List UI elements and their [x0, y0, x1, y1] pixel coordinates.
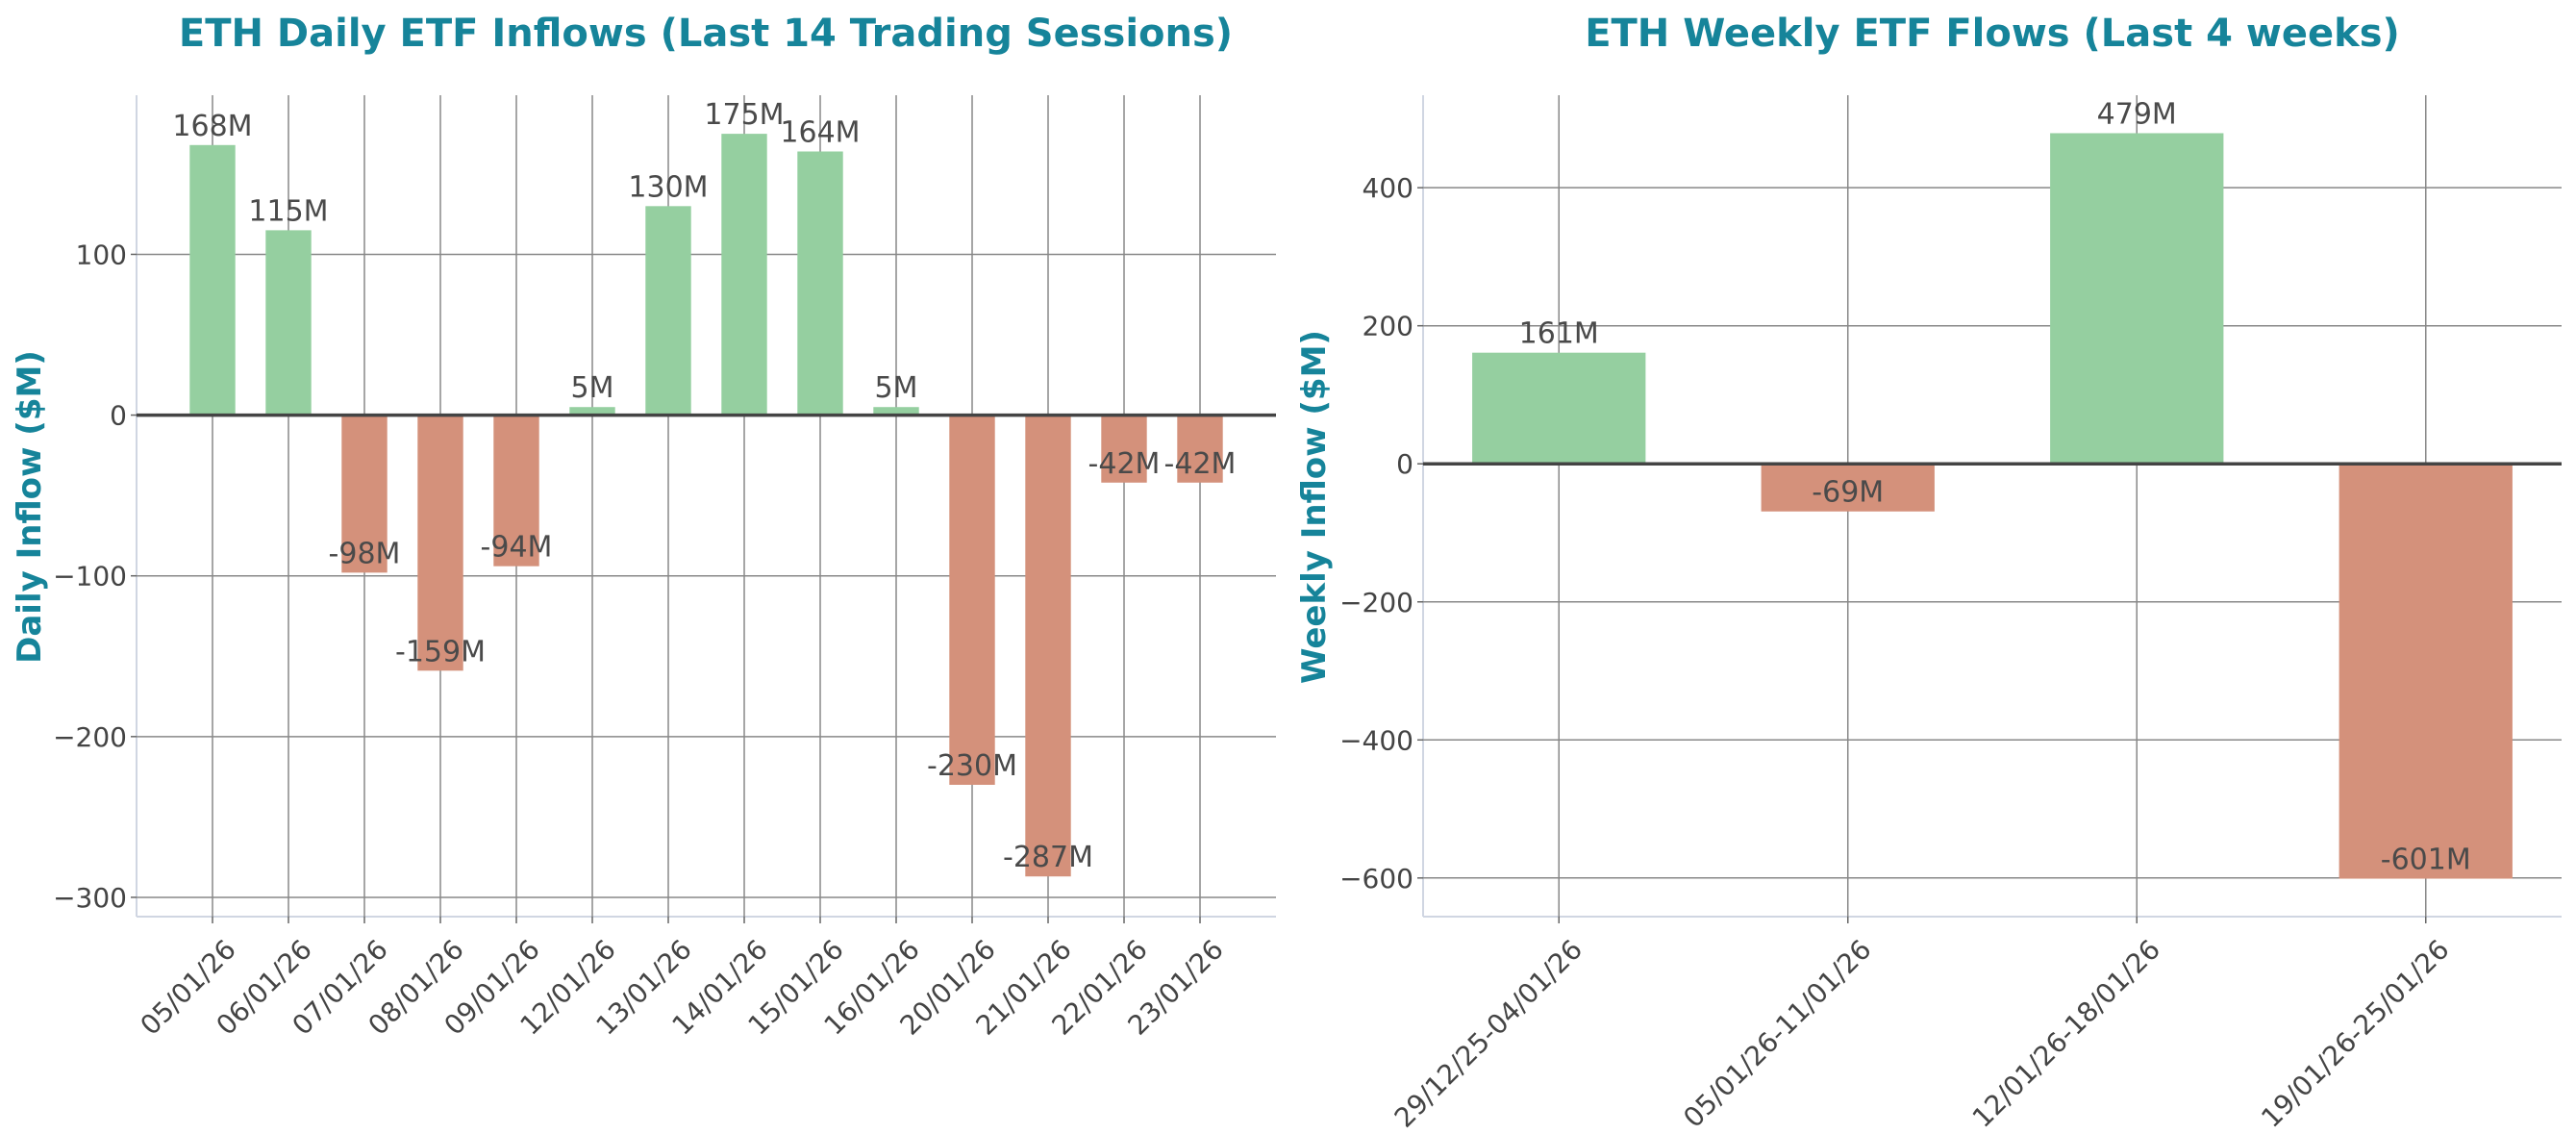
daily-y-tick-label: −300	[53, 882, 127, 914]
weekly-bar	[2050, 133, 2224, 465]
weekly-y-axis-label: Weekly Inflow ($M)	[1295, 330, 1334, 684]
weekly-bar-value-label: -601M	[2381, 844, 2471, 877]
daily-bar	[797, 151, 843, 416]
daily-bar-value-label: 5M	[571, 371, 614, 405]
daily-bar	[1177, 415, 1223, 483]
daily-y-tick-label: 100	[76, 239, 127, 270]
weekly-bar	[2338, 464, 2513, 879]
daily-bar-value-label: -159M	[395, 635, 486, 668]
daily-bar	[949, 415, 995, 785]
weekly-bar	[1761, 464, 1935, 512]
weekly-x-tick-label: 19/01/26-25/01/26	[2255, 933, 2455, 1130]
daily-bar	[189, 144, 236, 416]
daily-bar-value-label: 168M	[172, 110, 252, 143]
daily-bar-value-label: -287M	[1003, 841, 1093, 874]
weekly-y-tick-label: −600	[1339, 863, 1413, 895]
weekly-x-tick-label: 29/12/25-04/01/26	[1388, 933, 1588, 1130]
daily-bar	[1101, 415, 1147, 483]
daily-bar-value-label: -42M	[1164, 447, 1237, 481]
weekly-y-tick-label: 400	[1363, 172, 1413, 204]
daily-y-tick-label: −200	[53, 721, 127, 753]
daily-bar	[341, 415, 388, 573]
daily-bar	[569, 407, 615, 416]
weekly-y-tick-label: 200	[1363, 311, 1413, 342]
daily-bar	[645, 206, 691, 416]
daily-bar-value-label: 164M	[780, 115, 860, 149]
weekly-bar-value-label: 161M	[1519, 317, 1599, 351]
weekly-bar-value-label: 479M	[2097, 97, 2177, 131]
daily-bar-value-label: -42M	[1088, 447, 1161, 481]
daily-bar	[873, 407, 919, 416]
daily-bar-value-label: -94M	[481, 531, 553, 565]
daily-chart-title: ETH Daily ETF Inflows (Last 14 Trading S…	[179, 12, 1233, 56]
daily-bar	[417, 415, 463, 671]
daily-bar-value-label: 175M	[704, 98, 784, 132]
weekly-y-tick-label: −200	[1339, 587, 1413, 618]
daily-y-tick-label: 0	[110, 400, 127, 432]
daily-bar	[493, 415, 539, 567]
daily-inflows-panel: ETH Daily ETF Inflows (Last 14 Trading S…	[11, 12, 1276, 1042]
weekly-flows-panel: ETH Weekly ETF Flows (Last 4 weeks) Week…	[1295, 12, 2562, 1134]
weekly-y-tick-label: −400	[1339, 724, 1413, 756]
weekly-bar	[1472, 352, 1646, 465]
weekly-x-tick-label: 12/01/26-18/01/26	[1966, 933, 2166, 1130]
daily-bar	[721, 134, 767, 416]
daily-bar	[265, 230, 312, 416]
weekly-y-tick-label: 0	[1396, 448, 1413, 480]
weekly-bar-value-label: -69M	[1812, 476, 1884, 510]
daily-bar-value-label: 115M	[248, 194, 328, 228]
daily-bar-value-label: -230M	[927, 749, 1017, 783]
daily-y-axis-label: Daily Inflow ($M)	[11, 350, 49, 664]
daily-bar	[1025, 415, 1071, 877]
daily-y-tick-label: −100	[53, 561, 127, 592]
weekly-chart-title: ETH Weekly ETF Flows (Last 4 weeks)	[1585, 12, 2400, 56]
daily-bar-value-label: 130M	[628, 170, 708, 204]
daily-bar-value-label: -98M	[329, 537, 401, 570]
weekly-x-tick-label: 05/01/26-11/01/26	[1677, 933, 1877, 1130]
daily-bar-value-label: 5M	[875, 371, 918, 405]
